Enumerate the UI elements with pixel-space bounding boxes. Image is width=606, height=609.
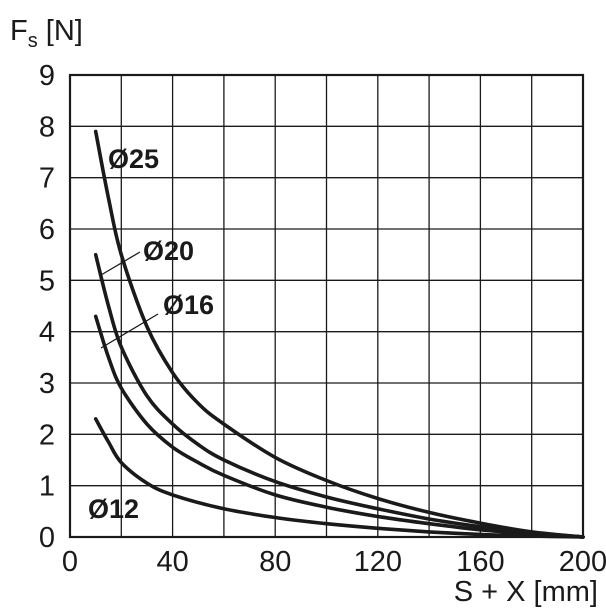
y-tick-label: 7	[39, 163, 55, 195]
y-axis-label-main: F	[10, 15, 28, 47]
x-tick-label: 0	[62, 546, 78, 578]
x-tick-label: 80	[259, 546, 291, 578]
series-lines	[93, 129, 585, 539]
y-tick-label: 1	[39, 471, 55, 503]
y-tick-label: 3	[39, 368, 55, 400]
plot-frame	[68, 73, 585, 539]
y-tick-label: 4	[39, 317, 55, 349]
plot-border	[68, 73, 585, 539]
x-tick-labels: 0 40 80 120 160 200	[62, 546, 606, 578]
series-label-d25: Ø25	[108, 144, 159, 174]
series-line-d12	[93, 417, 585, 539]
y-tick-label: 9	[39, 60, 55, 92]
x-tick-label: 120	[354, 546, 402, 578]
y-axis-label-subscript: s	[28, 30, 38, 52]
y-tick-labels: 0 1 2 3 4 5 6 7 8 9	[39, 60, 55, 554]
series-label-d12: Ø12	[88, 494, 139, 524]
label-leader-lines	[100, 251, 159, 349]
x-tick-label: 40	[156, 546, 188, 578]
series-label-d20: Ø20	[143, 236, 194, 266]
x-axis-label: S + X [mm]	[454, 576, 598, 608]
y-tick-label: 5	[39, 265, 55, 297]
leader-line-d20	[100, 251, 141, 276]
x-tick-label: 200	[559, 546, 606, 578]
y-tick-label: 0	[39, 522, 55, 554]
y-tick-label: 2	[39, 419, 55, 451]
y-tick-label: 8	[39, 111, 55, 143]
leader-line-d16	[100, 313, 159, 349]
series-line-d20	[93, 252, 585, 539]
y-axis-label-unit: [N]	[38, 15, 83, 47]
series-line-d25	[93, 129, 585, 539]
y-tick-label: 6	[39, 214, 55, 246]
series-line-d16	[93, 314, 585, 539]
y-axis-label: Fs [N]	[10, 15, 83, 52]
series-label-d16: Ø16	[163, 290, 214, 320]
x-tick-label: 160	[456, 546, 504, 578]
